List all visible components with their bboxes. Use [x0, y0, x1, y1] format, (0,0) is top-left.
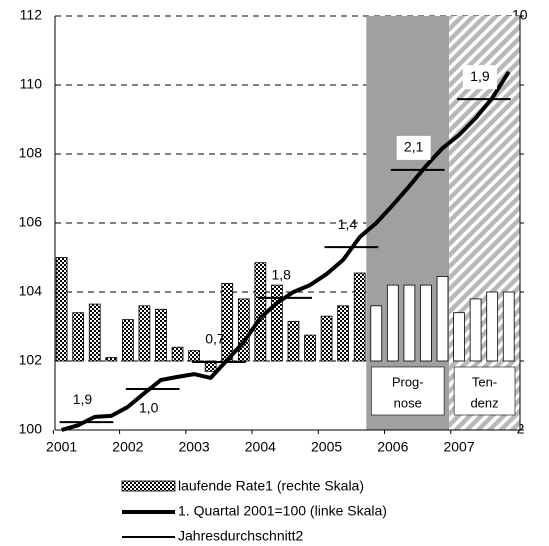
bar — [204, 360, 217, 372]
legend-swatch — [121, 480, 176, 492]
annotation: 1,4 — [338, 216, 358, 232]
x-tick-label: 2004 — [245, 439, 276, 455]
bar — [353, 272, 366, 362]
region-label-box — [371, 366, 445, 416]
x-tick-label: 2001 — [46, 439, 77, 455]
y-tick-label: 100 — [19, 421, 43, 437]
y-tick-label: 106 — [19, 214, 43, 230]
bar — [271, 284, 283, 362]
bar — [287, 320, 300, 362]
bar — [403, 284, 416, 362]
bar — [370, 305, 383, 362]
x-tick-label: 2006 — [377, 439, 408, 455]
y-tick-label: 110 — [20, 76, 43, 92]
annotation: 2,1 — [404, 139, 424, 155]
x-tick-label: 2005 — [311, 439, 342, 455]
annotation: 1,0 — [139, 400, 159, 416]
bar — [304, 334, 316, 362]
bar — [88, 303, 101, 362]
bar — [436, 276, 449, 362]
y-tick-label: 108 — [19, 145, 43, 161]
bar — [386, 284, 399, 362]
bar — [188, 350, 200, 362]
bar — [121, 319, 134, 362]
region-label: denz — [470, 395, 498, 410]
region-label: nose — [394, 395, 422, 410]
annotation-box — [462, 65, 497, 90]
bar — [155, 308, 167, 362]
y-tick-label: 112 — [20, 7, 43, 23]
annotation: 1,8 — [271, 267, 291, 283]
legend-label: 1. Quartal 2001=100 (linke Skala) — [178, 503, 387, 519]
region-label-box — [453, 366, 516, 416]
bar — [453, 312, 465, 362]
bar — [72, 312, 85, 362]
annotation: 1,9 — [73, 391, 93, 407]
legend-label: Jahresdurchschnitt2 — [178, 528, 304, 544]
annotation: 0,7 — [205, 331, 225, 347]
bar — [105, 357, 118, 362]
bar — [469, 298, 482, 362]
y-tick-label: 102 — [19, 352, 43, 368]
bar — [171, 346, 184, 362]
bar — [320, 315, 333, 362]
x-tick-label: 2003 — [179, 439, 210, 455]
bar — [221, 282, 234, 362]
y-tick-label: 104 — [19, 283, 43, 299]
bar — [337, 305, 350, 362]
x-tick-label: 2002 — [112, 439, 143, 455]
bar — [55, 257, 68, 362]
bar — [486, 291, 499, 362]
bar — [138, 305, 151, 362]
bar — [420, 284, 432, 362]
annotation: 1,9 — [470, 68, 490, 84]
x-tick-label: 2007 — [443, 439, 474, 455]
annotation-box — [396, 135, 431, 160]
legend-label: laufende Rate1 (rechte Skala) — [178, 478, 364, 494]
bar — [502, 291, 515, 362]
region-label: Ten- — [472, 374, 497, 389]
bar — [237, 298, 250, 362]
region-label: Prog- — [392, 374, 424, 389]
